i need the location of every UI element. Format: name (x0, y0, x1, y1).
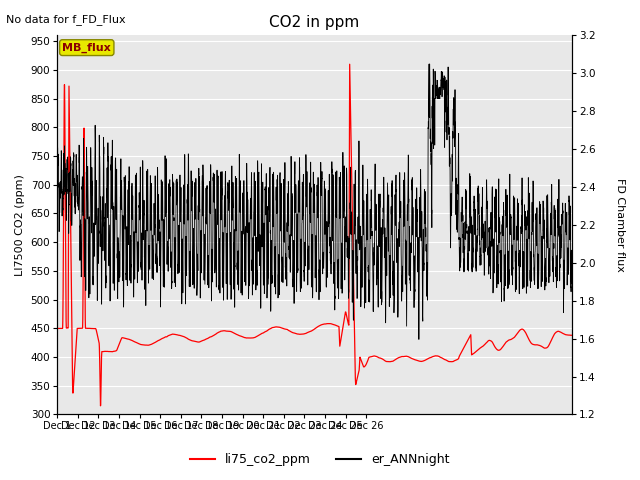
Y-axis label: LI7500 CO2 (ppm): LI7500 CO2 (ppm) (15, 174, 25, 276)
Text: MB_flux: MB_flux (62, 43, 111, 53)
Legend: li75_co2_ppm, er_ANNnight: li75_co2_ppm, er_ANNnight (186, 448, 454, 471)
Title: CO2 in ppm: CO2 in ppm (269, 15, 360, 30)
Text: No data for f_FD_Flux: No data for f_FD_Flux (6, 14, 126, 25)
Y-axis label: FD Chamber flux: FD Chamber flux (615, 178, 625, 272)
